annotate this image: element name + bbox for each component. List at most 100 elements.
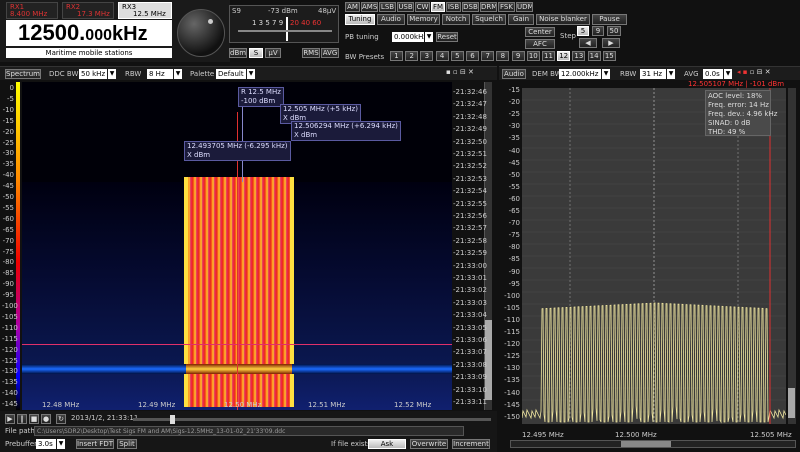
tab-squelch[interactable]: Squelch [472, 14, 506, 25]
spectrum-button[interactable]: Spectrum [5, 69, 41, 79]
bw-preset-5[interactable]: 5 [450, 51, 464, 61]
waterfall-y-tick: -110 [2, 323, 18, 332]
marker-reference[interactable]: R 12.5 MHz -100 dBm [238, 87, 284, 107]
tab-pause[interactable]: Pause [592, 14, 627, 25]
tab-memory[interactable]: Memory [407, 14, 440, 25]
avg-button[interactable]: AVG [321, 48, 339, 58]
s-meter-dbm: -73 dBm [268, 7, 298, 15]
pb-tuning-input[interactable]: 0.000kHz [392, 32, 424, 42]
rbw-dropdown[interactable]: ▼ [174, 69, 182, 79]
record-button[interactable]: ● [41, 414, 51, 424]
bw-preset-9[interactable]: 9 [511, 51, 525, 61]
tab-tuning[interactable]: Tuning [345, 14, 375, 25]
file-overwrite-button[interactable]: Overwrite [410, 439, 448, 449]
mode-drm-button[interactable]: DRM [480, 2, 497, 12]
player-progress-track[interactable] [133, 415, 491, 424]
mode-cw-button[interactable]: CW [415, 2, 430, 12]
receiver-rx1[interactable]: RX1 8.400 MHz [6, 2, 58, 19]
palette-select[interactable]: Default [216, 69, 246, 79]
stop-button[interactable]: ■ [29, 414, 39, 424]
mode-ams-button[interactable]: AMS [361, 2, 378, 12]
scrollbar-thumb[interactable] [485, 320, 492, 400]
rbw-select[interactable]: 8 Hz [147, 69, 173, 79]
step-9-button[interactable]: 9 [592, 26, 604, 36]
unit-dbm-button[interactable]: dBm [229, 48, 247, 58]
audio-avg-select[interactable]: 0.0s [703, 69, 723, 79]
tab-noise-blanker[interactable]: Noise blanker [536, 14, 590, 25]
bw-preset-6[interactable]: 6 [466, 51, 479, 61]
bw-preset-11[interactable]: 11 [542, 51, 555, 61]
audio-bottom-thumb[interactable] [621, 441, 671, 447]
loop-button[interactable]: ↻ [56, 414, 66, 424]
audio-rbw-select[interactable]: 31 Hz [640, 69, 666, 79]
tuning-knob[interactable] [177, 9, 225, 57]
audio-scrollbar[interactable] [788, 88, 796, 424]
ddc-bw-dropdown[interactable]: ▼ [108, 69, 116, 79]
file-increment-button[interactable]: Increment [452, 439, 490, 449]
ddc-bw-select[interactable]: 50 kHz [79, 69, 107, 79]
prebuffer-select[interactable]: 3.0s [36, 439, 56, 449]
audio-window-icons[interactable]: ◂ ▪ ▫ ⊟ ✕ [737, 68, 771, 76]
waterfall-display[interactable] [22, 82, 452, 410]
mode-fsk-button[interactable]: FSK [498, 2, 515, 12]
insert-fdt-button[interactable]: Insert FDT [76, 439, 114, 449]
receiver-rx1-name: RX1 [10, 3, 25, 11]
bw-preset-10[interactable]: 10 [526, 51, 540, 61]
unit-uv-button[interactable]: μV [265, 48, 281, 58]
audio-spectrum-plot[interactable] [522, 88, 786, 424]
bw-preset-14[interactable]: 14 [587, 51, 601, 61]
tab-notch[interactable]: Notch [442, 14, 470, 25]
audio-avg-dropdown[interactable]: ▼ [724, 69, 732, 79]
audio-rbw-dropdown[interactable]: ▼ [667, 69, 675, 79]
bw-preset-4[interactable]: 4 [435, 51, 449, 61]
unit-s-button[interactable]: S [249, 48, 263, 58]
frequency-display[interactable]: 12500.000kHz [6, 20, 172, 46]
audio-scrollbar-thumb[interactable] [788, 388, 795, 418]
file-path-field[interactable]: C:\Users\SDR2\Desktop\Test Sigs FM and A… [34, 426, 464, 436]
pb-tuning-dropdown[interactable]: ▼ [425, 32, 433, 42]
mode-fm-button[interactable]: FM [431, 2, 445, 12]
palette-dropdown[interactable]: ▼ [247, 69, 255, 79]
prebuffer-dropdown[interactable]: ▼ [57, 439, 65, 449]
spectrum-window-icons[interactable]: ▪ ▫ ⊟ ✕ [446, 68, 474, 76]
afc-button[interactable]: AFC [525, 39, 555, 49]
tab-audio[interactable]: Audio [377, 14, 405, 25]
dem-bw-dropdown[interactable]: ▼ [602, 69, 610, 79]
pause-button[interactable]: ‖ [17, 414, 27, 424]
mode-dsb-button[interactable]: DSB [462, 2, 479, 12]
bw-preset-1[interactable]: 1 [390, 51, 403, 61]
waterfall-scrollbar[interactable] [484, 82, 492, 410]
step-right-button[interactable]: ▶ [602, 38, 620, 48]
rms-button[interactable]: RMS [302, 48, 320, 58]
mode-isb-button[interactable]: ISB [446, 2, 461, 12]
step-50-button[interactable]: 50 [607, 26, 621, 36]
mode-lsb-button[interactable]: LSB [379, 2, 396, 12]
marker-minus6[interactable]: 12.493705 MHz (-6.295 kHz) X dBm [184, 141, 291, 161]
bw-preset-2[interactable]: 2 [405, 51, 419, 61]
center-button[interactable]: Center [525, 27, 555, 37]
player-progress-thumb[interactable] [170, 415, 175, 424]
tab-gain[interactable]: Gain [508, 14, 534, 25]
bw-preset-12[interactable]: 12 [557, 51, 571, 61]
bw-preset-8[interactable]: 8 [496, 51, 510, 61]
audio-button[interactable]: Audio [502, 69, 526, 79]
step-left-button[interactable]: ◀ [579, 38, 597, 48]
bw-preset-3[interactable]: 3 [420, 51, 434, 61]
bw-preset-13[interactable]: 13 [572, 51, 586, 61]
receiver-rx2[interactable]: RX2 17.3 MHz [62, 2, 114, 19]
file-ask-button[interactable]: Ask [368, 439, 406, 449]
play-button[interactable]: ▶ [5, 414, 15, 424]
bw-preset-15[interactable]: 15 [602, 51, 616, 61]
mode-udm-button[interactable]: UDM [516, 2, 533, 12]
bw-preset-7[interactable]: 7 [481, 51, 495, 61]
reset-button[interactable]: Reset [436, 32, 458, 42]
mode-am-button[interactable]: AM [345, 2, 360, 12]
waterfall-y-tick: -10 [2, 105, 14, 114]
receiver-rx3[interactable]: RX3 12.5 MHz [118, 2, 172, 19]
marker-plus6[interactable]: 12.506294 MHz (+6.294 kHz) X dBm [291, 121, 401, 141]
step-5-button[interactable]: 5 [577, 26, 589, 36]
mode-usb-button[interactable]: USB [397, 2, 414, 12]
dem-bw-select[interactable]: 12.000kHz [559, 69, 601, 79]
split-button[interactable]: Split [117, 439, 137, 449]
audio-bottom-bar[interactable] [510, 440, 796, 448]
